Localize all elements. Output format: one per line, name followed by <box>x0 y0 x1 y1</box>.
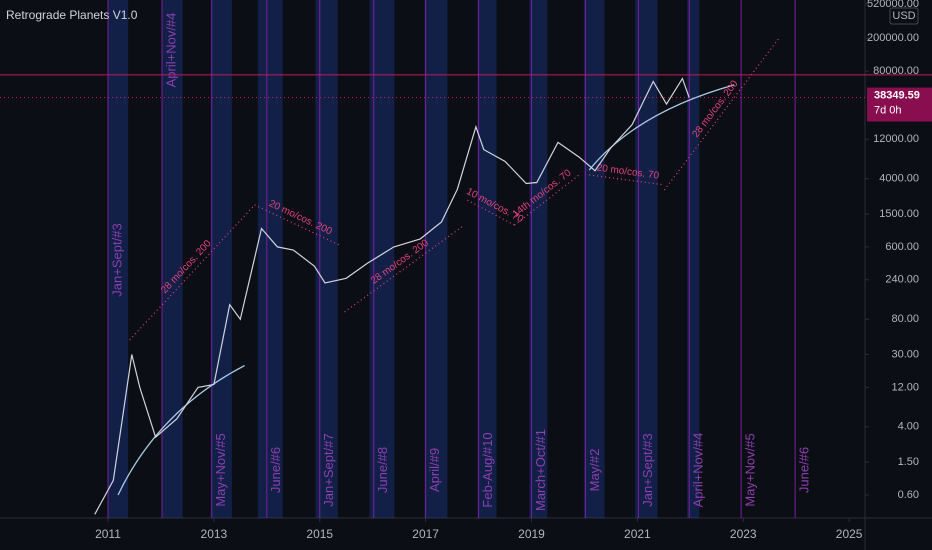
trendline <box>344 224 465 313</box>
price-tag-value: 38349.59 <box>874 89 920 101</box>
x-tick-label: 2017 <box>412 527 439 541</box>
retrograde-label: June/#6 <box>268 447 283 493</box>
retrograde-label: Jan+Sept/#3 <box>640 433 655 506</box>
trend-curve <box>117 365 245 496</box>
price-tag-countdown: 7d 0h <box>874 104 902 116</box>
y-tick-label: 80.00 <box>891 313 919 325</box>
retrograde-label: Jan+Sept/#7 <box>321 433 336 506</box>
x-tick-label: 2021 <box>624 527 651 541</box>
currency-box <box>889 7 919 25</box>
retrograde-band <box>257 0 283 518</box>
retrograde-label: June/#8 <box>375 447 390 493</box>
y-tick-label: 30.00 <box>891 348 919 360</box>
y-tick-label: 80000.00 <box>873 65 919 77</box>
retrograde-band <box>107 0 129 518</box>
retrograde-label: May/#2 <box>587 449 602 492</box>
y-tick-label: 12.00 <box>891 381 919 393</box>
y-tick-label: 600.00 <box>885 241 919 253</box>
retrograde-band <box>424 0 448 518</box>
trendline <box>589 174 665 186</box>
x-tick-label: 2019 <box>518 527 545 541</box>
y-tick-label: 4000.00 <box>879 173 919 185</box>
price-series <box>94 77 690 515</box>
retrograde-label: April+Nov/#4 <box>691 433 706 508</box>
y-tick-label: 12000.00 <box>873 133 919 145</box>
retrograde-label: June/#6 <box>797 447 812 493</box>
x-tick-label: 2015 <box>306 527 333 541</box>
y-tick-label: 1500.00 <box>879 208 919 220</box>
x-tick-label: 2013 <box>201 527 228 541</box>
x-tick-label: 2025 <box>836 527 863 541</box>
retrograde-label: May+Nov/#5 <box>213 433 228 506</box>
currency-label: USD <box>892 10 915 22</box>
x-tick-label: 2011 <box>95 527 121 541</box>
trend-curve <box>588 84 735 171</box>
retrograde-label: March+Oct/#1 <box>533 429 548 511</box>
retrograde-band <box>635 0 658 518</box>
y-tick-label: 520000.00 <box>867 0 919 10</box>
y-tick-label: 4.00 <box>898 421 919 433</box>
retrograde-label: April+Nov/#4 <box>163 13 178 88</box>
retrograde-label: May+Nov/#5 <box>743 433 758 506</box>
retrograde-band <box>161 0 183 518</box>
y-tick-label: 200000.00 <box>867 32 919 44</box>
retrograde-label: April/#9 <box>427 448 442 492</box>
y-tick-label: 0.60 <box>898 489 919 501</box>
retrograde-band <box>210 0 232 518</box>
retrograde-band <box>477 0 497 518</box>
retrograde-label: Jan+Sept/#3 <box>109 223 124 296</box>
retrograde-band <box>315 0 338 518</box>
retrograde-band <box>583 0 605 518</box>
retrograde-band <box>687 0 700 518</box>
y-tick-label: 240.00 <box>885 274 919 286</box>
x-tick-label: 2023 <box>730 527 757 541</box>
chart-title: Retrograde Planets V1.0 <box>6 8 138 22</box>
trendline <box>514 174 580 226</box>
trendline <box>467 199 515 226</box>
retrograde-band <box>529 0 548 518</box>
retrograde-label: Feb-Aug/#10 <box>480 432 495 507</box>
price-tag <box>867 87 932 122</box>
y-tick-label: 1.50 <box>898 456 919 468</box>
